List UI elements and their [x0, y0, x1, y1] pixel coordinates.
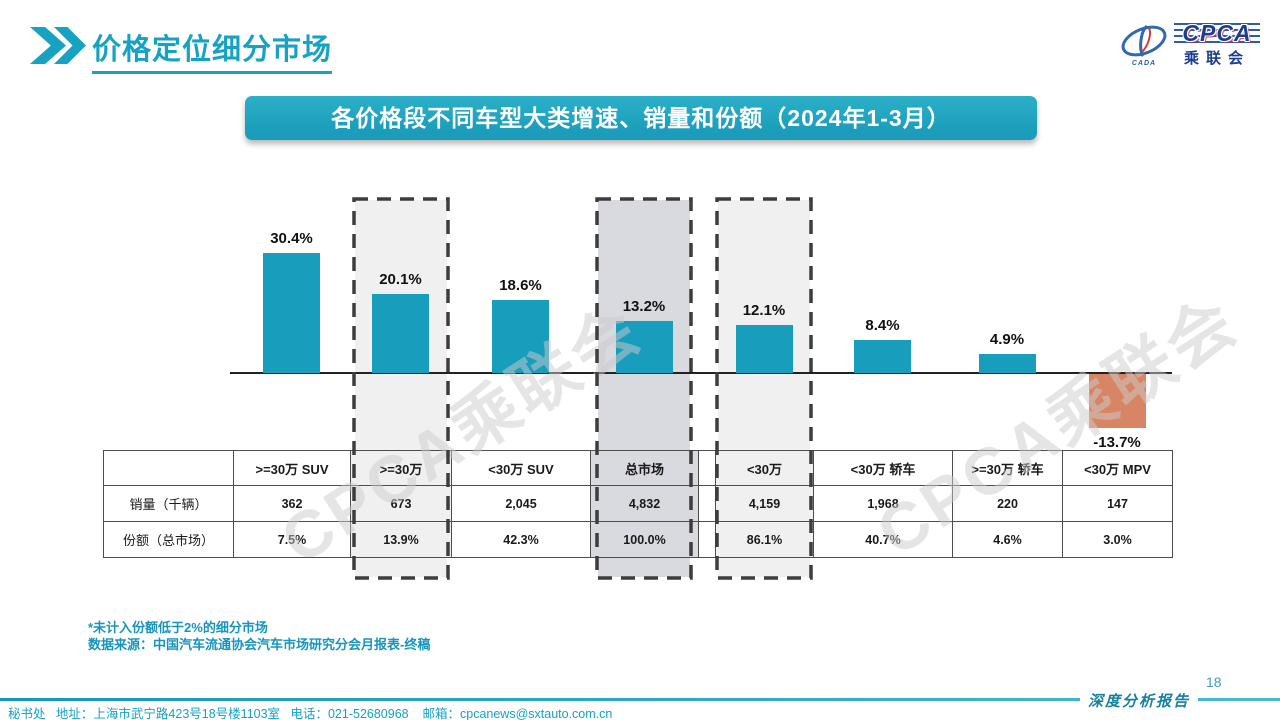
table-value-cell: 86.1%	[715, 521, 814, 558]
table-empty-cell	[698, 521, 716, 558]
growth-bar	[372, 293, 429, 373]
table-value-cell: 673	[350, 485, 452, 522]
table-column-header: <30万	[715, 450, 814, 486]
growth-bar	[978, 353, 1036, 373]
table-column-header: 总市场	[590, 450, 699, 486]
growth-bar	[263, 253, 320, 373]
table-column-header: <30万 SUV	[451, 450, 591, 486]
page-number: 18	[1206, 674, 1222, 690]
chart-title-banner: 各价格段不同车型大类增速、销量和份额（2024年1-3月）	[245, 96, 1037, 140]
cpca-logo: CADA CPCA 乘联会	[1118, 20, 1260, 68]
table-column-header: <30万 轿车	[813, 450, 953, 486]
footnote-line: *未计入份额低于2%的细分市场	[88, 620, 268, 635]
table-value-cell: 2,045	[451, 485, 591, 522]
growth-bar	[735, 325, 793, 373]
page-title: 价格定位细分市场	[92, 26, 333, 74]
segment-data-table: >=30万 SUV >=30万 <30万 SUV 总市场 <30万 <30万 轿车 >=30…	[103, 450, 1173, 558]
footer-divider	[0, 698, 1280, 701]
table-value-cell: 147	[1062, 485, 1173, 522]
growth-bar-value-label: 4.9%	[989, 330, 1025, 348]
growth-bar-value-label: 20.1%	[379, 270, 422, 288]
table-value-cell: 4,159	[715, 485, 814, 522]
x-axis-baseline	[230, 372, 1172, 374]
cada-label: CADA	[1131, 59, 1157, 67]
table-row-label: 销量（千辆）	[103, 485, 234, 522]
footer-contact-info: 秘书处 地址：上海市武宁路423号18号楼1103室 电话：021-526809…	[8, 707, 613, 720]
growth-bar-value-label: 13.2%	[622, 297, 666, 315]
cada-oval-icon: CADA	[1118, 22, 1170, 67]
table-empty-cell	[103, 450, 234, 486]
table-column-header: >=30万 SUV	[233, 450, 351, 486]
table-value-cell: 220	[952, 485, 1063, 522]
table-value-cell: 3.0%	[1062, 521, 1173, 558]
table-value-cell: 100.0%	[590, 521, 699, 558]
growth-bar-value-label: -13.7%	[1093, 434, 1141, 452]
table-value-cell: 42.3%	[451, 521, 591, 558]
growth-bar	[615, 320, 673, 373]
growth-bar-value-label: 18.6%	[499, 276, 542, 294]
growth-bar	[1088, 374, 1146, 429]
table-empty-cell	[698, 450, 716, 486]
table-value-cell: 1,968	[813, 485, 953, 522]
cpca-stripes: CPCA	[1174, 20, 1260, 46]
growth-bar-value-label: 30.4%	[270, 230, 313, 247]
cpca-chinese-name: 乘联会	[1183, 50, 1250, 67]
growth-bar	[854, 339, 911, 373]
table-value-cell: 13.9%	[350, 521, 452, 558]
table-column-header: >=30万	[350, 450, 452, 486]
cpca-abbr: CPCA	[1182, 19, 1252, 46]
report-type-badge: 深度分析报告	[1079, 690, 1198, 711]
table-value-cell: 362	[233, 485, 351, 522]
growth-bar	[492, 299, 549, 373]
growth-bar-value-label: 8.4%	[865, 316, 900, 334]
footnotes: *未计入份额低于2%的细分市场 数据来源：中国汽车流通协会汽车市场研究分会月报表…	[88, 619, 430, 653]
table-row-label: 份额（总市场）	[103, 521, 234, 558]
cada-oval-swoosh	[1121, 24, 1167, 57]
table-value-cell: 4,832	[590, 485, 699, 522]
table-column-header: >=30万 轿车	[952, 450, 1063, 486]
cpca-wordmark: CPCA 乘联会	[1174, 20, 1260, 68]
data-source-line: 数据来源：中国汽车流通协会汽车市场研究分会月报表-终稿	[88, 637, 431, 652]
growth-bar-value-label: 12.1%	[742, 302, 786, 320]
table-empty-cell	[698, 485, 716, 522]
table-value-cell: 4.6%	[952, 521, 1063, 558]
table-value-cell: 7.5%	[233, 521, 351, 558]
table-column-header: <30万 MPV	[1062, 450, 1173, 486]
table-value-cell: 40.7%	[813, 521, 953, 558]
